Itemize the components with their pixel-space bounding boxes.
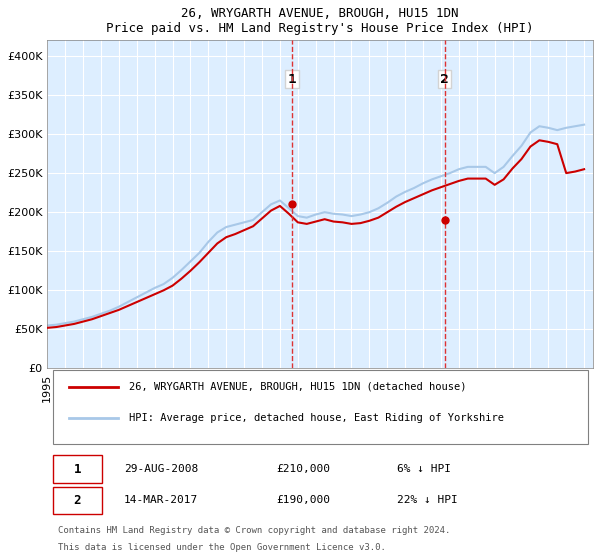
FancyBboxPatch shape: [53, 487, 102, 514]
Text: 29-AUG-2008: 29-AUG-2008: [124, 464, 198, 474]
Title: 26, WRYGARTH AVENUE, BROUGH, HU15 1DN
Price paid vs. HM Land Registry's House Pr: 26, WRYGARTH AVENUE, BROUGH, HU15 1DN Pr…: [106, 7, 534, 35]
Text: 2: 2: [74, 494, 81, 507]
Text: 22% ↓ HPI: 22% ↓ HPI: [397, 496, 457, 506]
Text: 14-MAR-2017: 14-MAR-2017: [124, 496, 198, 506]
Text: £210,000: £210,000: [277, 464, 331, 474]
FancyBboxPatch shape: [53, 370, 587, 444]
Text: 1: 1: [74, 463, 81, 475]
Text: £190,000: £190,000: [277, 496, 331, 506]
Text: 2: 2: [440, 73, 449, 86]
Text: 26, WRYGARTH AVENUE, BROUGH, HU15 1DN (detached house): 26, WRYGARTH AVENUE, BROUGH, HU15 1DN (d…: [129, 382, 467, 392]
FancyBboxPatch shape: [53, 455, 102, 483]
Text: HPI: Average price, detached house, East Riding of Yorkshire: HPI: Average price, detached house, East…: [129, 413, 504, 423]
Text: This data is licensed under the Open Government Licence v3.0.: This data is licensed under the Open Gov…: [58, 543, 386, 552]
Text: 6% ↓ HPI: 6% ↓ HPI: [397, 464, 451, 474]
Text: Contains HM Land Registry data © Crown copyright and database right 2024.: Contains HM Land Registry data © Crown c…: [58, 526, 451, 535]
Text: 1: 1: [287, 73, 296, 86]
